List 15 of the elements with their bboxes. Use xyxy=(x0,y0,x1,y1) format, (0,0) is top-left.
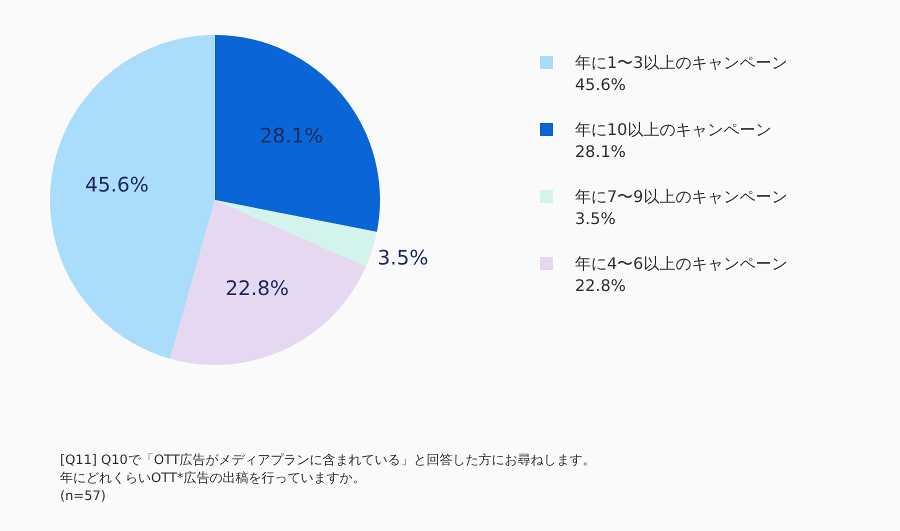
text: 22.8% xyxy=(575,276,626,295)
legend-label: 年に4〜6以上のキャンペーン xyxy=(575,253,788,275)
legend-label: 年に10以上のキャンペーン xyxy=(575,119,772,141)
text: 3.5% xyxy=(575,209,616,228)
legend-label: 年に1〜3以上のキャンペーン xyxy=(575,52,788,74)
data-label: 45.6% xyxy=(85,172,149,197)
text: 28.1% xyxy=(575,142,626,161)
text: 年にどれくらいOTT*広告の出稿を行っていますか。 xyxy=(60,470,366,488)
data-label: 3.5% xyxy=(378,245,428,270)
text: 45.6% xyxy=(575,75,626,94)
legend-label: 年に7〜9以上のキャンペーン xyxy=(575,186,788,208)
data-label: 22.8% xyxy=(225,276,289,300)
text: [Q11] Q10で「OTT広告がメディアプランに含まれている」と回答した方にお尋ねします。 xyxy=(60,452,596,470)
data-label: 28.1% xyxy=(260,123,324,148)
text: (n=57) xyxy=(60,488,107,506)
